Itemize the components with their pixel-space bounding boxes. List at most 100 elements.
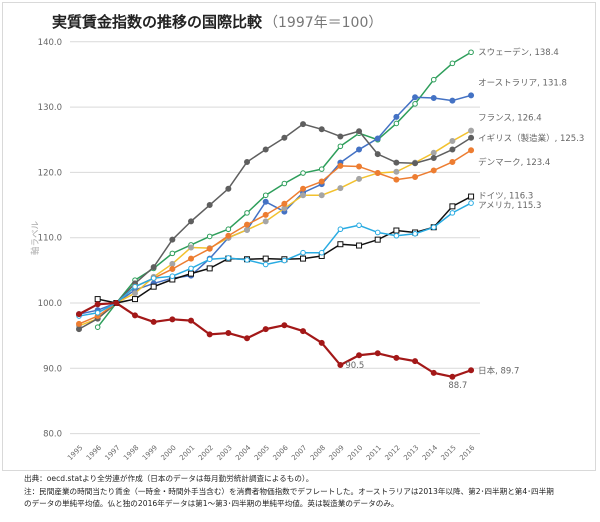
data-point: [393, 113, 400, 120]
data-point: [468, 92, 475, 99]
data-point: [468, 200, 474, 206]
series-end-label: デンマーク, 123.4: [478, 157, 550, 168]
x-tick-label: 2009: [328, 444, 346, 462]
data-point: [262, 326, 269, 333]
data-point: [337, 162, 344, 169]
series-0: [94, 49, 474, 330]
data-point: [300, 121, 307, 128]
source-note: 出典：oecd.statより全労連が作成（日本のデータは毎月勤労統計調査によるも…: [24, 474, 314, 483]
data-point: [468, 147, 475, 154]
data-point: [430, 224, 437, 231]
data-point: [449, 97, 456, 104]
data-point: [468, 49, 474, 56]
data-point: [188, 317, 195, 324]
data-point: [300, 328, 307, 335]
data-point: [132, 283, 138, 290]
x-tick-label: 2002: [197, 444, 215, 462]
data-point: [318, 126, 325, 133]
data-point: [132, 312, 139, 319]
series-end-label: 日本, 89.7: [478, 365, 519, 376]
data-point: [430, 369, 437, 376]
data-point: [225, 185, 232, 192]
data-point: [468, 134, 475, 141]
data-point: [430, 94, 437, 101]
chart-subtitle: （1997年＝100）: [264, 15, 382, 31]
data-point: [356, 352, 363, 359]
data-point: [225, 232, 232, 239]
data-point: [337, 143, 344, 150]
series-end-label: アメリカ, 115.3: [478, 201, 541, 211]
y-tick-label: 120.0: [38, 168, 62, 178]
data-point: [225, 226, 232, 233]
data-point: [132, 296, 139, 303]
data-annotation: 88.7: [448, 381, 467, 391]
x-tick-label: 1999: [141, 444, 159, 462]
x-tick-label: 2011: [365, 444, 383, 462]
x-tick-label: 2015: [440, 444, 458, 462]
data-point: [188, 218, 195, 225]
x-tick-label: 2012: [384, 444, 402, 462]
data-point: [412, 94, 419, 101]
y-axis-label: 軸ラベル: [30, 221, 41, 256]
data-point: [300, 255, 307, 262]
data-point: [374, 236, 381, 243]
data-point: [169, 236, 176, 243]
x-tick-label: 2005: [253, 444, 271, 462]
data-point: [468, 193, 475, 200]
data-point: [318, 249, 325, 256]
data-point: [94, 296, 101, 303]
data-point: [113, 300, 120, 306]
data-point: [94, 309, 101, 316]
data-point: [374, 135, 381, 142]
data-point: [318, 178, 325, 185]
x-tick-label: 2013: [402, 444, 420, 462]
data-point: [374, 170, 381, 177]
data-point: [244, 158, 251, 165]
data-point: [94, 324, 101, 330]
line-chart: 実質賃金指数の推移の国際比較 （1997年＝100） 軸ラベル 80.0 90.0…: [30, 13, 584, 462]
x-tick-label: 1996: [85, 443, 104, 462]
method-note: 注：民間産業の時間当たり賃金（一時金・時間外手当含む）を消費者物価指数でデフレー…: [24, 486, 554, 496]
method-note-continued: のデータの単純平均値。仏と独の2016年データは第1～第3･四半期の単純平均値。…: [24, 499, 399, 508]
x-tick-label: 2014: [421, 443, 440, 462]
data-point: [356, 222, 362, 229]
data-point: [393, 159, 400, 166]
x-tick-label: 2003: [216, 444, 234, 462]
data-point: [393, 168, 400, 175]
data-point: [300, 185, 307, 192]
x-tick-label: 2000: [160, 444, 178, 462]
data-point: [393, 232, 400, 239]
data-point: [206, 331, 213, 338]
gridlines: [70, 41, 480, 435]
data-point: [76, 311, 82, 318]
data-point: [262, 255, 269, 262]
series-end-label: オーストラリア, 131.8: [478, 78, 567, 88]
x-tick-label: 2006: [272, 443, 291, 462]
data-point: [281, 322, 288, 329]
data-point: [300, 170, 306, 176]
data-point: [356, 163, 363, 170]
y-tick-label: 110.0: [38, 234, 62, 244]
y-tick-label: 100.0: [38, 299, 62, 309]
series-6: [76, 200, 474, 319]
data-point: [206, 265, 213, 272]
data-point: [206, 233, 213, 240]
data-point: [430, 149, 437, 156]
data-point: [356, 146, 363, 153]
data-point: [412, 358, 419, 365]
data-point: [94, 301, 101, 308]
series-line: [78, 123, 472, 330]
data-point: [244, 226, 251, 233]
data-point: [393, 354, 400, 361]
data-point: [76, 320, 82, 327]
x-tick-label: 2004: [234, 443, 253, 462]
data-point: [393, 227, 400, 234]
x-tick-label: 1997: [103, 444, 121, 462]
data-point: [337, 133, 344, 140]
data-point: [132, 290, 139, 297]
x-tick-label: 2001: [178, 444, 196, 462]
data-point: [206, 256, 213, 263]
data-point: [262, 192, 269, 199]
data-point: [262, 261, 269, 268]
data-point: [262, 146, 269, 153]
